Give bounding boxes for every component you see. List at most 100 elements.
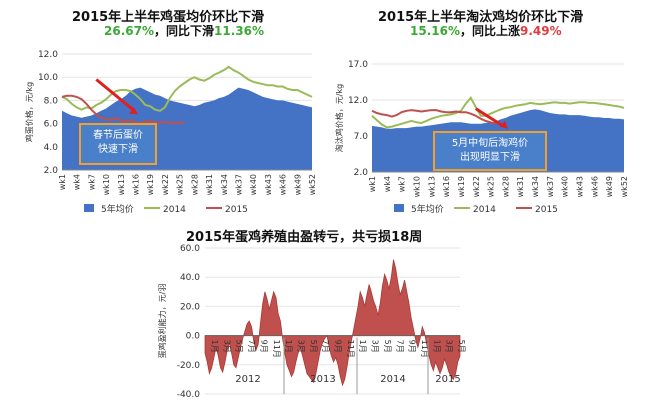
series-line-2015 bbox=[371, 109, 496, 125]
annotation-box bbox=[433, 131, 547, 171]
x-tick-label: wk22 bbox=[472, 176, 481, 197]
legend-label: 2014 bbox=[473, 205, 496, 215]
y-tick-label: -40.0 bbox=[177, 390, 201, 400]
x-tick-label: 9月 bbox=[334, 340, 343, 353]
y-tick-label: 40.0 bbox=[180, 273, 200, 283]
x-tick-label: wk13 bbox=[427, 176, 436, 197]
series-line-2014 bbox=[61, 65, 313, 112]
year-label: 2012 bbox=[235, 374, 260, 385]
x-tick-label: wk25 bbox=[487, 176, 496, 197]
year-label: 2015 bbox=[435, 374, 460, 385]
x-tick-label: wk10 bbox=[412, 176, 421, 197]
y-tick-label: 20.0 bbox=[180, 302, 200, 312]
x-tick-label: wk16 bbox=[132, 174, 141, 195]
y-axis-label: 鸡蛋价格，元/kg bbox=[24, 82, 34, 142]
x-tick-label: wk4 bbox=[383, 176, 392, 192]
year-label: 2014 bbox=[380, 374, 405, 385]
x-tick-label: wk10 bbox=[102, 174, 111, 195]
annotation-text: 5月中旬后淘鸡价 bbox=[452, 136, 528, 149]
legend-swatch bbox=[84, 204, 94, 212]
x-tick-label: 3月 bbox=[296, 340, 305, 353]
x-tick-label: 5月 bbox=[383, 340, 392, 353]
egg-price-panel: 2015年上半年鸡蛋均价环比下滑 26.67%，同比下滑11.36% 2.0 4.… bbox=[0, 0, 322, 222]
y-tick-label: -20.0 bbox=[177, 361, 201, 371]
x-tick-label: wk7 bbox=[87, 174, 96, 190]
x-tick-label: wk46 bbox=[279, 174, 288, 195]
x-tick-label: wk43 bbox=[576, 176, 585, 197]
x-tick-label: wk34 bbox=[531, 176, 540, 197]
x-tick-label: 1月 bbox=[432, 340, 441, 353]
x-tick-label: wk37 bbox=[234, 174, 243, 195]
y-axis-label: 蛋鸡盈利能力，元/羽 bbox=[157, 284, 167, 359]
x-tick-label: wk1 bbox=[368, 176, 377, 192]
chart-title: 2015年上半年淘汰鸡均价环比下滑 bbox=[378, 10, 584, 25]
x-tick-label: 11月 bbox=[420, 340, 429, 358]
x-tick-label: 11月 bbox=[272, 340, 281, 358]
chart-subtitle: 26.67%，同比下滑11.36% bbox=[104, 22, 264, 39]
x-tick-label: 5月 bbox=[309, 340, 318, 353]
y-axis-label: 淘汰鸡价格，元/kg bbox=[334, 84, 344, 152]
egg-price-chart: 2.0 4.0 6.0 8.0 10.0 12.0 鸡蛋价格，元/kg wk1 wk4 wk7 wk… bbox=[24, 50, 317, 215]
legend-label: 5年均价 bbox=[101, 203, 134, 215]
legend-swatch bbox=[394, 204, 404, 212]
subtitle-pct-a: 15.16% bbox=[410, 24, 460, 38]
series-line-2015 bbox=[61, 94, 185, 125]
subtitle-pct-b: 9.49% bbox=[520, 24, 562, 38]
annotation-arrow bbox=[95, 78, 135, 111]
x-tick-label: wk37 bbox=[546, 176, 555, 197]
profitability-panel: 2015年蛋鸡养殖由盈转亏，共亏损18周 -40.0 -20.0 0.0 20.0 40… bbox=[0, 222, 655, 405]
x-tick-label: 5月 bbox=[235, 340, 244, 353]
annotation-arrowhead bbox=[128, 107, 138, 115]
x-tick-label: 9月 bbox=[408, 340, 417, 353]
y-tick-label: 2.0 bbox=[354, 168, 369, 178]
annotation-text: 快速下滑 bbox=[98, 143, 138, 155]
x-tick-label: 3月 bbox=[445, 340, 454, 353]
y-tick-label: 6.0 bbox=[44, 120, 59, 130]
legend-label: 2014 bbox=[163, 205, 186, 215]
legend-label: 5年均价 bbox=[411, 203, 444, 215]
x-tick-label: wk34 bbox=[220, 174, 229, 195]
x-tick-label: 9月 bbox=[259, 340, 268, 353]
x-tick-label: wk16 bbox=[442, 176, 451, 197]
y-tick-label: 10.0 bbox=[38, 73, 58, 83]
annotation-box bbox=[79, 123, 157, 165]
x-tick-label: 3月 bbox=[222, 340, 231, 353]
x-tick-label: wk52 bbox=[620, 176, 629, 197]
x-tick-label: wk13 bbox=[117, 174, 126, 195]
y-tick-label: 7.0 bbox=[354, 132, 369, 142]
x-tick-label: wk43 bbox=[264, 174, 273, 195]
x-tick-label: wk7 bbox=[398, 176, 407, 192]
chart-subtitle: 15.16%，同比上涨9.49% bbox=[410, 22, 562, 39]
y-tick-label: 4.0 bbox=[44, 143, 59, 153]
legend-label: 2015 bbox=[535, 205, 558, 215]
x-tick-label: wk40 bbox=[249, 174, 258, 195]
annotation-arrow bbox=[474, 107, 504, 128]
x-tick-label: wk1 bbox=[58, 174, 67, 190]
culled-hen-panel: 2015年上半年淘汰鸡均价环比下滑 15.16%，同比上涨9.49% 2.0 7.… bbox=[322, 0, 655, 222]
y-tick-label: 2.0 bbox=[44, 166, 59, 176]
culled-hen-chart: 2.0 7.0 12.0 17.0 淘汰鸡价格，元/kg wk1 wk4 wk7 wk10 wk1… bbox=[334, 60, 629, 215]
x-tick-label: wk19 bbox=[457, 176, 466, 197]
x-tick-label: wk40 bbox=[561, 176, 570, 197]
x-tick-label: wk19 bbox=[146, 174, 155, 195]
x-tick-label: 11月 bbox=[346, 340, 355, 358]
subtitle-pct-a: 26.67% bbox=[104, 24, 154, 38]
subtitle-text: ，同比上涨 bbox=[459, 24, 520, 38]
x-tick-label: wk49 bbox=[293, 174, 302, 195]
x-tick-label: wk52 bbox=[308, 174, 317, 195]
y-tick-label: 8.0 bbox=[44, 96, 59, 106]
x-tick-label: 1月 bbox=[284, 340, 293, 353]
series-area-profit bbox=[204, 259, 461, 387]
annotation-arrowhead bbox=[499, 120, 508, 129]
subtitle-text: ，同比下滑 bbox=[153, 24, 214, 38]
y-tick-label: 12.0 bbox=[38, 50, 58, 60]
chart-title: 2015年蛋鸡养殖由盈转亏，共亏损18周 bbox=[186, 230, 423, 245]
x-tick-label: wk31 bbox=[516, 176, 525, 197]
series-line-2014 bbox=[371, 96, 625, 129]
x-tick-label: 7月 bbox=[247, 340, 256, 353]
x-tick-label: 3月 bbox=[371, 340, 380, 353]
y-tick-label: 0.0 bbox=[186, 332, 201, 342]
chart-title: 2015年上半年鸡蛋均价环比下滑 bbox=[72, 10, 265, 25]
y-tick-label: 17.0 bbox=[348, 60, 368, 70]
